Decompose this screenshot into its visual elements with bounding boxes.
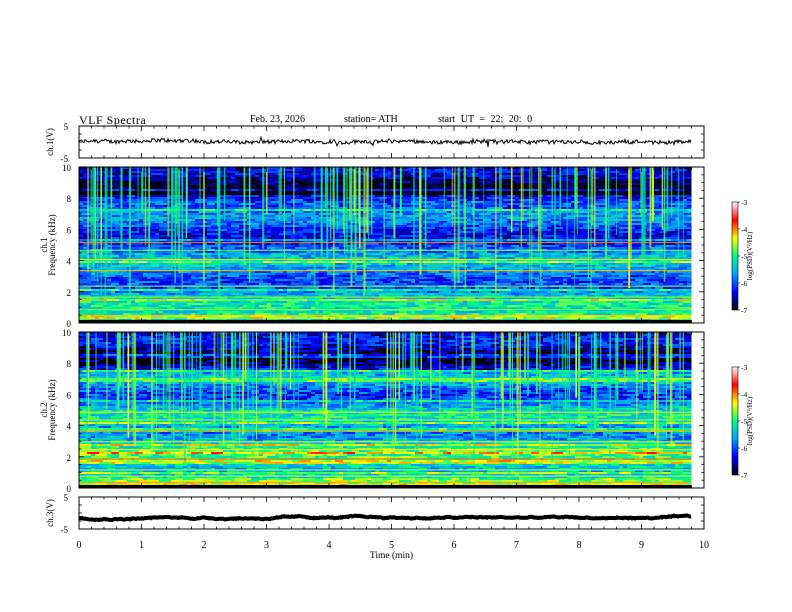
figure-title: VLF Spectra [79,113,147,127]
tick-layer [78,125,705,530]
ch2-spectrogram-colorbar-tick--6: -6 [741,444,747,453]
ch1-waveform-ytick-bottom: -5 [61,154,69,164]
start-ut-label: start UT = 22: 20: 0 [438,114,533,125]
ch2-spectrogram-colorbar-label: log(PSD)(V²/Hz) [746,396,754,445]
waveform-layer [78,135,692,523]
ch1-spectrogram-ylabel-channel: ch.1 [39,237,49,252]
ch2-spectrogram-cells [79,332,704,489]
ch1-spectrogram-ytick-8: 8 [67,194,72,204]
spectrogram-layer [79,167,704,489]
x-tick-2: 2 [202,540,207,551]
x-tick-10: 10 [699,540,709,551]
date-label: Feb. 23, 2026 [250,114,305,125]
ch2-spectrogram-ylabel: Frequency (kHz) [47,379,57,440]
x-tick-5: 5 [389,540,394,551]
x-tick-4: 4 [327,540,332,551]
ch1-spectrogram-ytick-0: 0 [67,319,72,329]
ch2-spectrogram-ytick-8: 8 [67,359,72,369]
ch1-waveform-trace [78,135,692,148]
ch2-spectrogram-ytick-10: 10 [62,328,72,338]
ch2-spectrogram-ytick-4: 4 [67,422,72,432]
label-layer: 5-5ch.1(V)5-5ch.3(V)0246810ch.1Frequency… [39,122,709,561]
ch1-spectrogram-cells [79,167,704,324]
x-tick-3: 3 [264,540,269,551]
ch2-spectrogram-colorbar-tick--3: -3 [741,363,747,372]
ch1-waveform-ylabel: ch.1(V) [45,128,55,156]
ch1-spectrogram-colorbar-tick--4: -4 [741,225,747,234]
ch2-spectrogram-colorbar-tick--4: -4 [741,390,747,399]
ch1-spectrogram-ylabel: Frequency (kHz) [47,214,57,275]
x-tick-1: 1 [139,540,144,551]
ch1-spectrogram-colorbar-tick--6: -6 [741,279,747,288]
ch1-spectrogram-colorbar-tick--7: -7 [741,306,747,315]
ch3-waveform-ytick-bottom: -5 [61,525,69,535]
ch2-spectrogram-colorbar-tick--7: -7 [741,471,747,480]
x-tick-8: 8 [577,540,582,551]
x-tick-6: 6 [452,540,457,551]
ch1-spectrogram-colorbar-label: log(PSD)(V²/Hz) [746,231,754,280]
ch1-waveform-ytick-top: 5 [64,122,69,132]
ch2-spectrogram-colorbar-tick--5: -5 [741,417,747,426]
ch2-spectrogram-ytick-6: 6 [67,390,72,400]
ch1-spectrogram-ytick-10: 10 [62,163,72,173]
ch2-spectrogram-colorbar [731,366,739,476]
station-label: station= ATH [344,114,398,125]
ch3-waveform-ylabel: ch.3(V) [45,499,55,527]
ch3-waveform-ytick-top: 5 [64,493,69,503]
x-tick-7: 7 [514,540,519,551]
ch1-spectrogram-colorbar-tick--5: -5 [741,252,747,261]
x-tick-0: 0 [77,540,82,551]
x-axis-label: Time (min) [370,550,413,561]
ch2-spectrogram-ytick-2: 2 [67,453,72,463]
ch3-waveform-trace [79,513,692,523]
ch2-spectrogram-ytick-0: 0 [67,484,72,494]
x-tick-9: 9 [639,540,644,551]
ch1-spectrogram-ytick-6: 6 [67,225,72,235]
colorbar-layer: -3 -4 -5 -6 -7 log(PSD)(V²/Hz) -3 -4 -5 -6 -7 log(P… [731,198,754,480]
ch1-spectrogram-ytick-2: 2 [67,288,72,298]
ch1-spectrogram-colorbar-tick--3: -3 [741,198,747,207]
ch1-spectrogram-ytick-4: 4 [67,257,72,267]
ch2-spectrogram-ylabel-channel: ch.2 [39,402,49,417]
ch1-spectrogram-colorbar [731,201,739,311]
